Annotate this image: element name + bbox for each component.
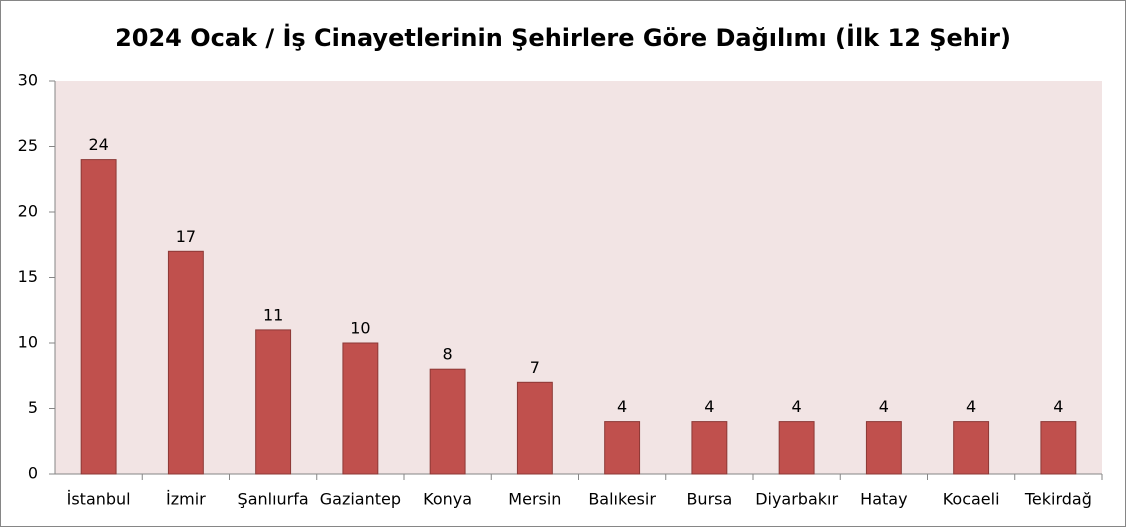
x-tick-label: İzmir [166, 490, 206, 509]
y-tick-label: 30 [18, 71, 38, 90]
x-tick-label: Konya [423, 490, 472, 509]
bar [516, 381, 553, 475]
bar [255, 329, 292, 475]
x-tick-label: İstanbul [67, 490, 131, 509]
bar [1040, 421, 1077, 475]
x-tick-label: Kocaeli [943, 490, 1000, 509]
x-tick-label: Bursa [686, 490, 732, 509]
data-label: 4 [792, 397, 802, 416]
y-tick-label: 5 [28, 398, 38, 417]
y-tick-label: 10 [18, 333, 38, 352]
data-label: 4 [617, 397, 627, 416]
bar [80, 159, 117, 475]
data-label: 8 [443, 345, 453, 364]
data-label: 11 [263, 305, 283, 324]
x-tick-label: Gaziantep [320, 490, 401, 509]
y-tick-label: 25 [18, 136, 38, 155]
y-tick-label: 0 [28, 464, 38, 483]
x-tick-label: Diyarbakır [755, 490, 838, 509]
x-tick-label: Tekirdağ [1024, 490, 1092, 509]
data-label: 4 [704, 397, 714, 416]
x-tick-label: Hatay [860, 490, 907, 509]
bar [342, 342, 379, 475]
x-tick-label: Şanlıurfa [238, 490, 309, 509]
bar [691, 421, 728, 475]
y-tick-label: 20 [18, 202, 38, 221]
y-tick-label: 15 [18, 267, 38, 286]
plot-area [55, 81, 1102, 474]
bar [953, 421, 990, 475]
bar [778, 421, 815, 475]
bar [429, 368, 466, 475]
x-tick-label: Mersin [508, 490, 561, 509]
data-label: 10 [350, 319, 370, 338]
data-label: 4 [879, 397, 889, 416]
bar [167, 250, 204, 475]
data-label: 7 [530, 358, 540, 377]
data-label: 17 [176, 227, 196, 246]
bar [865, 421, 902, 475]
x-tick-label: Balıkesir [588, 490, 656, 509]
data-label: 4 [966, 397, 976, 416]
data-label: 24 [88, 135, 108, 154]
data-label: 4 [1053, 397, 1063, 416]
chart-title: 2024 Ocak / İş Cinayetlerinin Şehirlere … [115, 23, 1011, 52]
bar [604, 421, 641, 475]
